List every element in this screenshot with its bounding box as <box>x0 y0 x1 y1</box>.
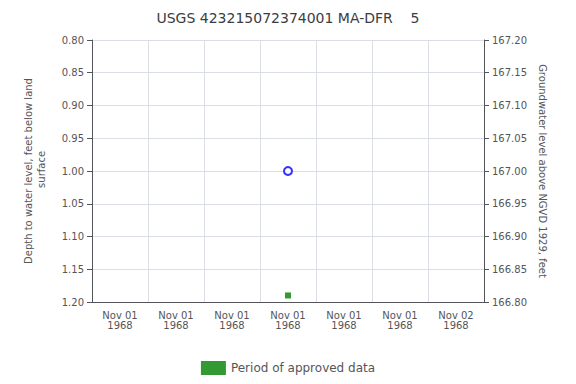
svg-text:Nov 01: Nov 01 <box>158 309 194 321</box>
svg-text:1.10: 1.10 <box>62 231 84 242</box>
svg-text:167.20: 167.20 <box>492 35 527 46</box>
svg-text:1968: 1968 <box>107 320 132 331</box>
svg-text:167.15: 167.15 <box>492 67 527 78</box>
svg-text:1.15: 1.15 <box>62 264 84 275</box>
svg-text:1968: 1968 <box>163 320 188 331</box>
svg-text:167.00: 167.00 <box>492 166 527 177</box>
svg-text:0.95: 0.95 <box>62 133 84 144</box>
svg-text:USGS 423215072374001 MA-DFR: USGS 423215072374001 MA-DFR 5 <box>156 10 419 26</box>
svg-text:1968: 1968 <box>219 320 244 331</box>
svg-text:1968: 1968 <box>443 320 468 331</box>
svg-text:Nov 01: Nov 01 <box>214 309 250 321</box>
svg-text:0.90: 0.90 <box>62 100 84 111</box>
svg-text:Period of approved data: Period of approved data <box>231 361 375 375</box>
svg-text:1.20: 1.20 <box>62 297 84 308</box>
svg-text:1.00: 1.00 <box>62 166 84 177</box>
svg-text:0.85: 0.85 <box>62 67 84 78</box>
svg-text:166.90: 166.90 <box>492 231 527 242</box>
svg-text:Depth to water level, feet bel: Depth to water level, feet below land <box>23 78 34 264</box>
svg-text:1.05: 1.05 <box>62 198 84 209</box>
svg-text:167.05: 167.05 <box>492 133 527 144</box>
svg-text:Nov 02: Nov 02 <box>438 309 474 321</box>
svg-text:Nov 01: Nov 01 <box>382 309 418 321</box>
svg-text:1968: 1968 <box>331 320 356 331</box>
svg-text:0.80: 0.80 <box>62 35 84 46</box>
svg-text:166.85: 166.85 <box>492 264 527 275</box>
svg-text:Nov 01: Nov 01 <box>326 309 362 321</box>
svg-text:Nov 01: Nov 01 <box>270 309 306 321</box>
svg-text:surface: surface <box>36 151 47 191</box>
svg-text:1968: 1968 <box>275 320 300 331</box>
svg-text:166.80: 166.80 <box>492 297 527 308</box>
svg-text:167.10: 167.10 <box>492 100 527 111</box>
svg-text:166.95: 166.95 <box>492 198 527 209</box>
svg-text:Groundwater level above NGVD 1: Groundwater level above NGVD 1929, feet <box>537 64 548 278</box>
svg-text:Nov 01: Nov 01 <box>102 309 138 321</box>
svg-text:1968: 1968 <box>387 320 412 331</box>
